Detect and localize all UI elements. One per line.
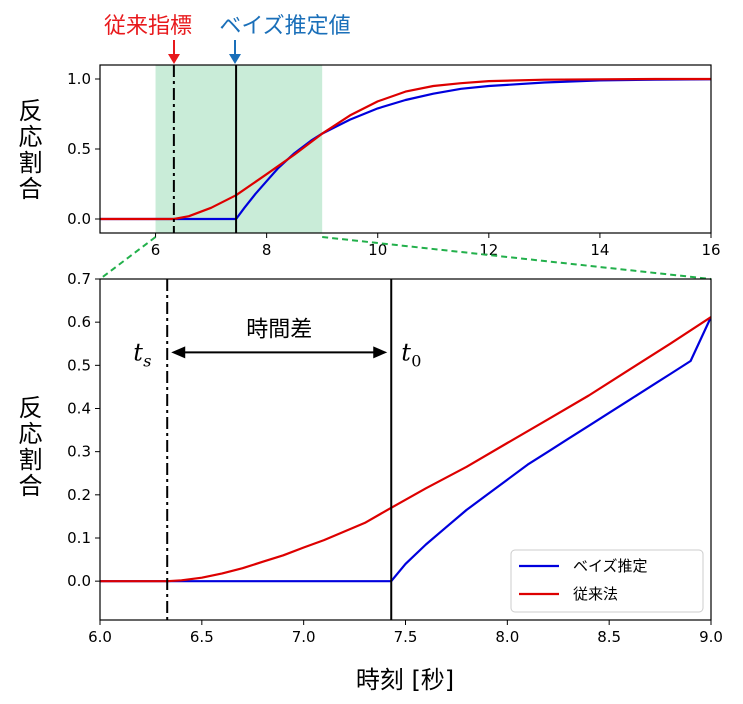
bot-y-tick-label: 0.7 bbox=[67, 270, 91, 288]
bot-y-tick-label: 0.1 bbox=[67, 529, 91, 547]
zoom-x-axis-label: 時刻 [秒] bbox=[356, 666, 454, 694]
top-y-tick-label: 1.0 bbox=[67, 70, 91, 88]
zoom-panel: 6.0 6.5 7.0 7.5 8.0 8.5 9.0 0.0 0.1 0.2 0.3 0.4 0.5… bbox=[14, 270, 723, 694]
bot-x-tick-label: 6.5 bbox=[190, 628, 214, 646]
zoom-y-axis-label: 反応割合 bbox=[14, 395, 42, 499]
zoom-connector-right bbox=[322, 236, 712, 280]
top-x-tick-label: 6 bbox=[151, 241, 161, 259]
top-x-tick-label: 14 bbox=[590, 241, 609, 259]
bot-series-line-conventional bbox=[100, 316, 711, 583]
bot-x-tick-label: 8.5 bbox=[597, 628, 621, 646]
zoom-x-ticks: 6.0 6.5 7.0 7.5 8.0 8.5 9.0 bbox=[88, 620, 723, 646]
bot-y-tick-label: 0.6 bbox=[67, 313, 91, 331]
svg-text:t: t bbox=[133, 338, 143, 366]
bot-series-line-bayes bbox=[100, 316, 711, 583]
zoom-series-group bbox=[100, 316, 711, 583]
overview-y-axis-label: 反応割合 bbox=[14, 98, 42, 202]
zoom-y-ticks: 0.0 0.1 0.2 0.3 0.4 0.5 0.6 0.7 bbox=[67, 270, 100, 590]
bot-x-tick-label: 7.0 bbox=[292, 628, 316, 646]
top-series-line-conventional bbox=[100, 77, 711, 221]
blue-arrow bbox=[229, 40, 241, 64]
overview-panel: 6 8 10 12 14 16 0.00.51.0 従来指標 ベイズ推定値 反応割合 bbox=[14, 14, 721, 259]
highlight-span bbox=[155, 65, 323, 233]
time-gap-arrow bbox=[171, 346, 388, 359]
svg-text:0: 0 bbox=[411, 351, 421, 370]
bot-x-tick-label: 7.5 bbox=[394, 628, 418, 646]
legend: ベイズ推定 従来法 bbox=[510, 549, 704, 613]
ts-label: t s bbox=[133, 338, 151, 370]
top-y-tick-label: 0.0 bbox=[67, 210, 91, 228]
bot-y-tick-label: 0.4 bbox=[67, 399, 91, 417]
red-arrow bbox=[168, 40, 180, 64]
bot-y-tick-label: 0.2 bbox=[67, 486, 91, 504]
top-x-tick-label: 8 bbox=[262, 241, 272, 259]
top-y-tick-label: 0.5 bbox=[67, 140, 91, 158]
legend-label-conventional: 従来法 bbox=[573, 585, 618, 603]
legend-label-bayes: ベイズ推定 bbox=[573, 557, 648, 575]
bayes-estimate-annotation: ベイズ推定値 bbox=[219, 14, 350, 39]
top-x-tick-label: 10 bbox=[368, 241, 387, 259]
svg-text:s: s bbox=[143, 351, 151, 370]
conventional-indicator-annotation: 従来指標 bbox=[104, 14, 192, 39]
top-x-tick-label: 16 bbox=[701, 241, 720, 259]
bot-x-tick-label: 9.0 bbox=[699, 628, 723, 646]
overview-y-ticks: 0.0 0.5 1.0 bbox=[67, 70, 100, 228]
bot-y-tick-label: 0.0 bbox=[67, 572, 91, 590]
bot-x-tick-label: 6.0 bbox=[88, 628, 112, 646]
time-gap-label: 時間差 bbox=[246, 317, 312, 342]
bot-x-tick-label: 8.0 bbox=[495, 628, 519, 646]
t0-label: t 0 bbox=[401, 338, 421, 370]
overview-series-group bbox=[100, 77, 711, 221]
bot-y-tick-label: 0.3 bbox=[67, 443, 91, 461]
svg-text:t: t bbox=[401, 338, 411, 366]
bot-y-tick-label: 0.5 bbox=[67, 356, 91, 374]
top-series-line-bayes bbox=[100, 78, 711, 221]
overview-x-ticks: 6 8 10 12 14 16 bbox=[151, 233, 721, 259]
zoom-connector-left bbox=[99, 236, 157, 280]
